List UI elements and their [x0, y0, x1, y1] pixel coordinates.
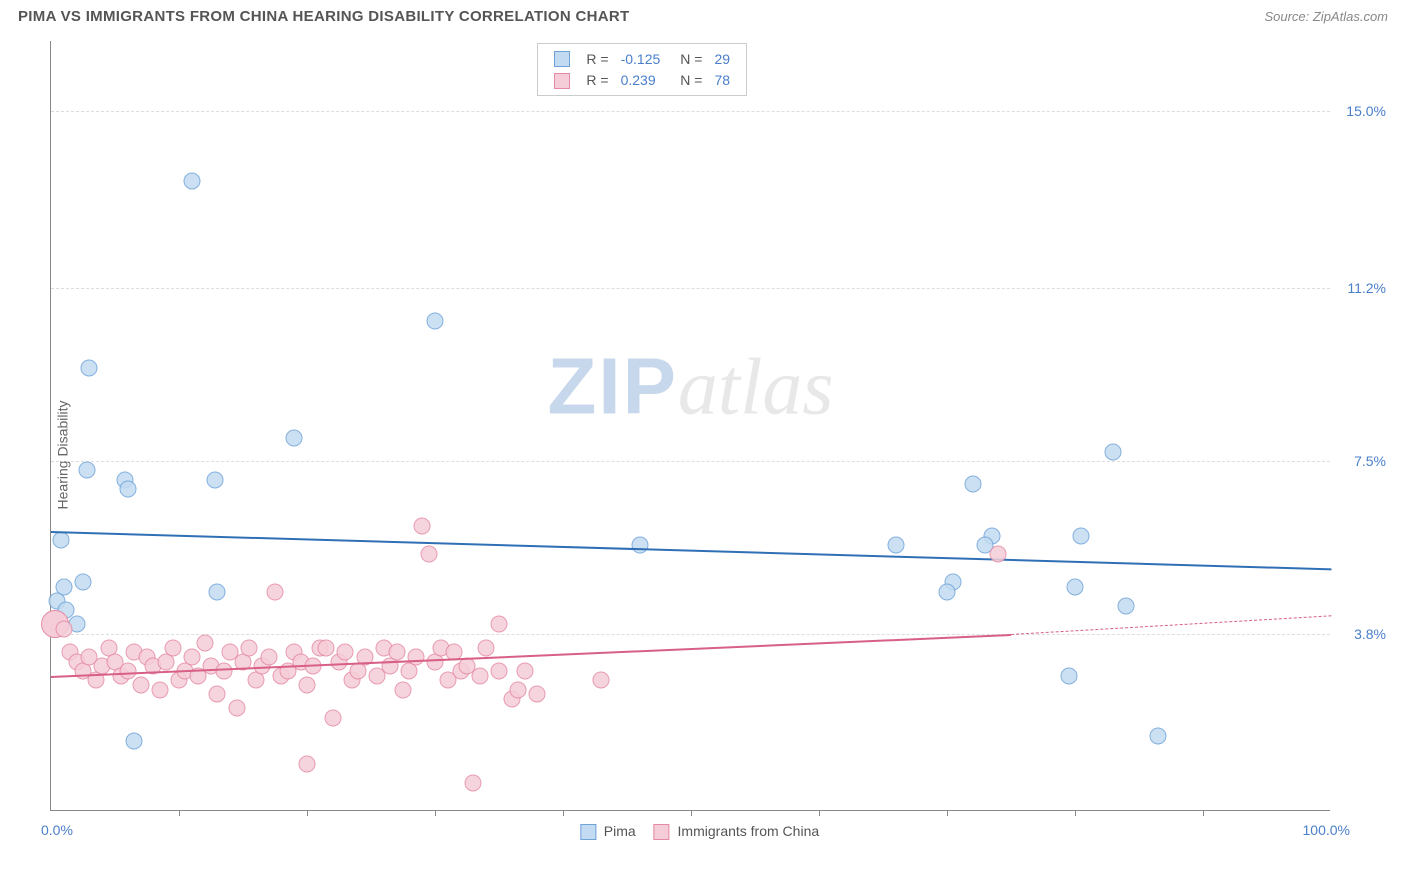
scatter-point: [119, 663, 136, 680]
scatter-point: [420, 546, 437, 563]
footer-legend: Pima Immigrants from China: [562, 823, 819, 840]
legend-stats-box: R =-0.125N =29 R =0.239N =78: [537, 43, 747, 96]
scatter-point: [414, 518, 431, 535]
scatter-point: [78, 462, 95, 479]
scatter-point: [241, 639, 258, 656]
scatter-point: [1067, 579, 1084, 596]
scatter-point: [964, 476, 981, 493]
x-axis-max-label: 100.0%: [1303, 822, 1350, 838]
scatter-point: [228, 700, 245, 717]
scatter-point: [53, 532, 70, 549]
legend-n-label: N =: [666, 48, 708, 69]
scatter-point: [206, 471, 223, 488]
legend-swatch: [554, 51, 570, 67]
scatter-plot: ZIPatlas 15.0%11.2%7.5%3.8%0.0%100.0%R =…: [50, 41, 1330, 811]
legend-r-label: R =: [580, 48, 614, 69]
scatter-point: [529, 686, 546, 703]
legend-swatch: [654, 824, 670, 840]
scatter-point: [1073, 527, 1090, 544]
x-tick: [1075, 810, 1076, 816]
scatter-point: [478, 639, 495, 656]
chart-source: Source: ZipAtlas.com: [1264, 9, 1388, 24]
scatter-point: [491, 663, 508, 680]
legend-swatch: [580, 824, 596, 840]
scatter-point: [183, 649, 200, 666]
chart-header: PIMA VS IMMIGRANTS FROM CHINA HEARING DI…: [0, 0, 1406, 31]
scatter-point: [1150, 728, 1167, 745]
gridline: [51, 111, 1330, 112]
scatter-point: [196, 635, 213, 652]
scatter-point: [407, 649, 424, 666]
x-tick: [947, 810, 948, 816]
x-tick: [563, 810, 564, 816]
x-tick: [819, 810, 820, 816]
scatter-point: [81, 359, 98, 376]
scatter-point: [887, 537, 904, 554]
scatter-point: [209, 686, 226, 703]
scatter-point: [631, 537, 648, 554]
y-tick-label: 7.5%: [1354, 453, 1386, 469]
x-tick: [691, 810, 692, 816]
scatter-point: [55, 621, 72, 638]
scatter-point: [491, 616, 508, 633]
legend-n-value: 29: [708, 48, 736, 69]
y-tick-label: 15.0%: [1346, 103, 1386, 119]
scatter-point: [260, 649, 277, 666]
legend-r-value: -0.125: [615, 48, 667, 69]
scatter-point: [318, 639, 335, 656]
watermark: ZIPatlas: [547, 341, 833, 434]
x-tick: [1203, 810, 1204, 816]
scatter-point: [471, 667, 488, 684]
scatter-point: [183, 173, 200, 190]
scatter-point: [209, 583, 226, 600]
y-tick-label: 11.2%: [1347, 280, 1386, 296]
scatter-point: [75, 574, 92, 591]
scatter-point: [1060, 667, 1077, 684]
legend-label: Pima: [600, 823, 636, 839]
legend-label: Immigrants from China: [674, 823, 819, 839]
scatter-point: [132, 677, 149, 694]
scatter-point: [215, 663, 232, 680]
scatter-point: [939, 583, 956, 600]
legend-n-label: N =: [666, 69, 708, 90]
scatter-point: [324, 709, 341, 726]
x-tick: [307, 810, 308, 816]
x-axis-min-label: 0.0%: [41, 822, 73, 838]
scatter-point: [299, 756, 316, 773]
scatter-point: [395, 681, 412, 698]
scatter-point: [299, 677, 316, 694]
scatter-point: [465, 775, 482, 792]
scatter-point: [337, 644, 354, 661]
x-tick: [179, 810, 180, 816]
scatter-point: [164, 639, 181, 656]
scatter-point: [126, 733, 143, 750]
scatter-point: [151, 681, 168, 698]
scatter-point: [119, 481, 136, 498]
x-tick: [435, 810, 436, 816]
legend-r-label: R =: [580, 69, 614, 90]
scatter-point: [388, 644, 405, 661]
scatter-point: [990, 546, 1007, 563]
gridline: [51, 634, 1330, 635]
scatter-point: [510, 681, 527, 698]
scatter-point: [1105, 443, 1122, 460]
legend-swatch: [554, 73, 570, 89]
scatter-point: [286, 429, 303, 446]
scatter-point: [593, 672, 610, 689]
trend-line: [51, 531, 1331, 570]
y-tick-label: 3.8%: [1354, 626, 1386, 642]
scatter-point: [427, 313, 444, 330]
scatter-point: [516, 663, 533, 680]
legend-n-value: 78: [708, 69, 736, 90]
legend-r-value: 0.239: [615, 69, 667, 90]
trend-line-dashed: [1011, 615, 1331, 635]
scatter-point: [267, 583, 284, 600]
plot-wrapper: Hearing Disability ZIPatlas 15.0%11.2%7.…: [0, 31, 1406, 879]
chart-title: PIMA VS IMMIGRANTS FROM CHINA HEARING DI…: [18, 8, 629, 25]
scatter-point: [1118, 597, 1135, 614]
gridline: [51, 461, 1330, 462]
gridline: [51, 288, 1330, 289]
